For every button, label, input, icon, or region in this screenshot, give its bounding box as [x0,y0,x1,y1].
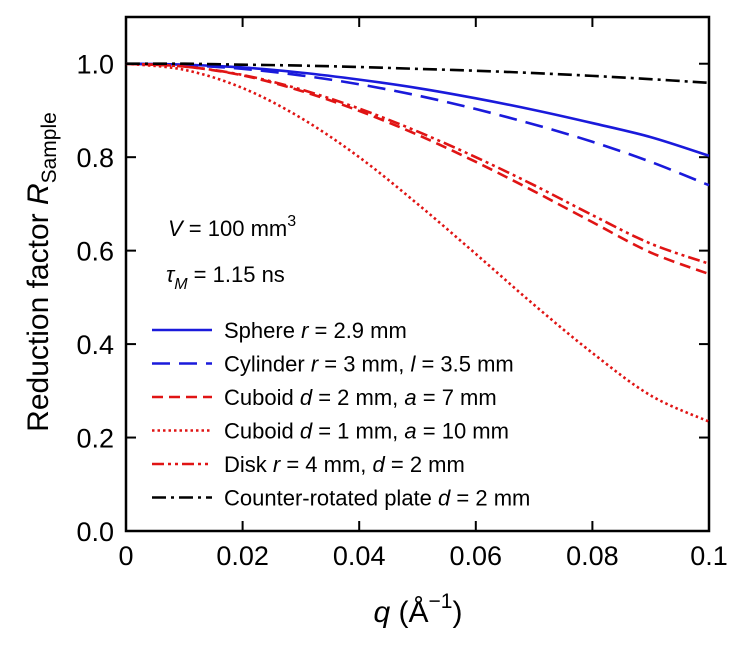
x-tick-label: 0.06 [450,541,503,571]
y-tick-label: 0.4 [76,330,114,360]
x-tick-label: 0.02 [216,541,269,571]
annotation-volume: V = 100 mm3 [168,213,296,241]
x-tick-label: 0.08 [566,541,619,571]
legend-label-5: Disk r = 4 mm, d = 2 mm [224,452,465,477]
legend-label-4: Cuboid d = 1 mm, a = 10 mm [224,419,509,444]
annotation-group: V = 100 mm3 τM = 1.15 ns [166,213,296,293]
tick-label-group: 0 0.02 0.04 0.06 0.08 0.1 0.0 0.2 0.4 0.6 0.8 1.0 [76,50,727,571]
x-axis-title: q (Å−1) [374,590,463,629]
annotation-tau: τM = 1.15 ns [166,262,285,293]
series-line-1 [125,62,710,158]
x-tick-label: 0.04 [333,541,386,571]
y-tick-label: 1.0 [76,50,114,80]
y-axis-title: Reduction factor RSample [22,112,61,432]
x-tick-label: 0.1 [690,541,728,571]
legend-label-2: Cylinder r = 3 mm, l = 3.5 mm [224,352,514,377]
series-line-2 [125,62,710,187]
y-tick-label: 0.6 [76,237,114,267]
series-line-6 [125,62,710,85]
legend: Sphere r = 2.9 mm Cylinder r = 3 mm, l = … [152,318,530,511]
series-line-5 [125,62,710,265]
y-tick-label: 0.8 [76,143,114,173]
y-tick-label: 0.2 [76,424,114,454]
plot-frame [124,15,711,533]
series-line-4 [125,62,710,423]
legend-label-1: Sphere r = 2.9 mm [224,318,407,343]
legend-label-3: Cuboid d = 2 mm, a = 7 mm [224,385,497,410]
axis-title-group: q (Å−1) Reduction factor RSample [22,112,462,629]
x-tick-label: 0 [118,541,133,571]
series-line-3 [125,62,710,276]
y-tick-label: 0.0 [76,517,114,547]
series-group [125,62,710,423]
legend-label-6: Counter-rotated plate d = 2 mm [224,486,530,511]
tick-group [125,17,710,532]
